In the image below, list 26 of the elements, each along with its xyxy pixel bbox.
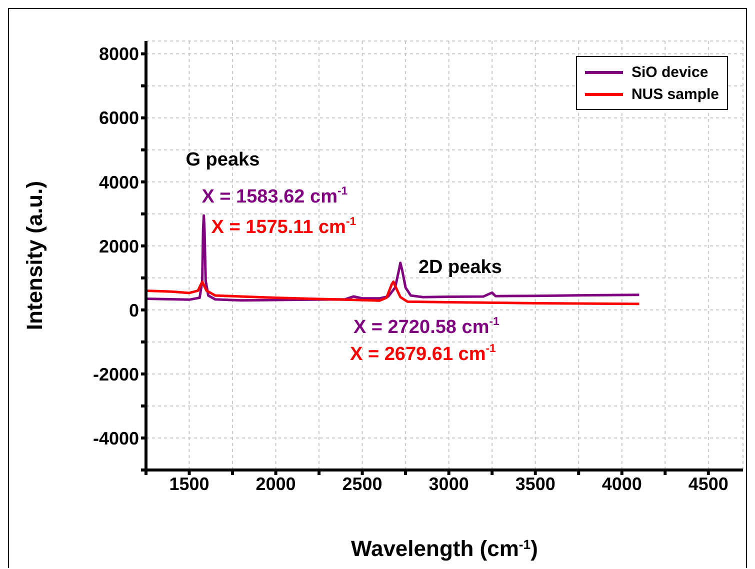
annotation: X = 2720.58 cm$^{-1}$ <box>353 316 500 338</box>
y-tick-label: 6000 <box>98 108 139 128</box>
annotation: X = 1583.62 cm$^{-1}$ <box>202 185 348 208</box>
y-tick-label: -2000 <box>92 364 139 384</box>
x-axis-title: Wavelength (cm$^{-1}$) <box>351 536 538 561</box>
x-tick-label: 3000 <box>428 474 469 494</box>
x-tick-label: 3500 <box>515 474 556 494</box>
legend-label: NUS sample <box>631 86 719 102</box>
annotation: X = 1575.11 cm$^{-1}$ <box>211 216 357 238</box>
x-tick-label: 1500 <box>169 474 210 494</box>
line-series <box>146 214 640 302</box>
x-tick-label: 4500 <box>688 474 728 494</box>
x-tick-label: 4000 <box>602 474 642 494</box>
x-tick-label: 2500 <box>342 474 382 494</box>
x-tick-label: 2000 <box>256 474 296 494</box>
line-series <box>146 280 640 306</box>
y-tick-label: 4000 <box>98 172 139 192</box>
y-axis-title: Intensity (a.u.) <box>22 180 47 330</box>
y-tick-label: 2000 <box>98 236 139 256</box>
y-tick-label: 8000 <box>98 44 139 64</box>
annotation: 2D peaks <box>418 256 502 278</box>
y-tick-label: 0 <box>128 300 139 320</box>
y-tick-label: -4000 <box>92 428 139 448</box>
legend-label: SiO device <box>631 64 708 80</box>
annotation: G peaks <box>186 149 260 170</box>
annotation: X = 2679.61 cm$^{-1}$ <box>350 343 497 366</box>
